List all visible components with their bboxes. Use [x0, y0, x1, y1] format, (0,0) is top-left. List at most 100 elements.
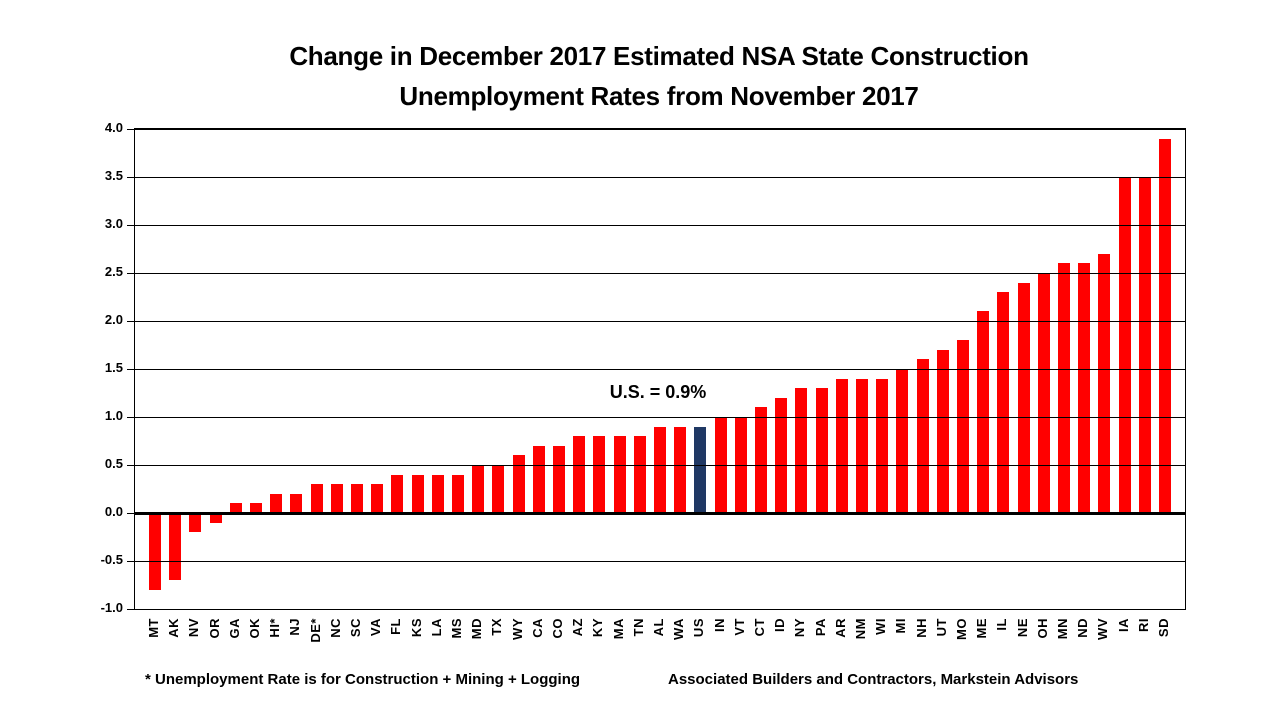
bar-CA — [532, 445, 545, 513]
x-axis-label-AZ: AZ — [570, 618, 586, 637]
x-axis-label-CA: CA — [529, 618, 545, 638]
bar-NV — [189, 513, 202, 533]
x-axis-label-RI: RI — [1135, 618, 1151, 632]
footnote-source-attribution: Associated Builders and Contractors, Mar… — [668, 671, 1079, 688]
x-axis-label-WI: WI — [873, 618, 889, 635]
y-axis-label-2.0: 2.0 — [104, 312, 123, 327]
bar-NM — [856, 378, 868, 513]
footnote-unemployment-definition: * Unemployment Rate is for Construction … — [145, 671, 581, 688]
bar-TN — [633, 436, 646, 513]
x-axis-label-OH: OH — [1034, 618, 1050, 639]
bar-KY — [593, 436, 606, 513]
x-axis-label-MT: MT — [146, 618, 161, 638]
y-axis-tick — [127, 512, 135, 514]
x-axis-label-IL: IL — [994, 618, 1010, 631]
bar-GA — [229, 503, 242, 513]
bar-MT — [149, 513, 161, 590]
bar-UT — [936, 349, 949, 513]
bar-RI — [1138, 177, 1151, 513]
y-axis-label-3.5: 3.5 — [104, 168, 123, 183]
x-axis-label-MI: MI — [893, 618, 909, 634]
x-axis-label-WY: WY — [509, 618, 525, 640]
y-axis-label-1.0: 1.0 — [104, 408, 123, 423]
bar-WY — [512, 455, 525, 513]
x-axis-label-NJ: NJ — [287, 618, 303, 636]
y-axis-tick — [127, 128, 135, 130]
bar-SD — [1159, 138, 1171, 513]
x-axis-label-PA: PA — [812, 618, 828, 637]
y-axis-label-3.0: 3.0 — [104, 216, 123, 231]
bar-WI — [876, 378, 889, 513]
bar-FL — [391, 474, 404, 513]
x-axis-label-VT: VT — [731, 618, 747, 636]
y-axis-label-1.5: 1.5 — [104, 360, 123, 375]
x-axis-label-UT: UT — [933, 618, 949, 637]
x-axis-label-NE: NE — [1014, 618, 1030, 638]
bar-MN — [1058, 263, 1070, 513]
gridline — [135, 608, 1185, 610]
x-axis-label-HI: HI* — [267, 618, 283, 638]
bar-WV — [1098, 253, 1111, 513]
y-axis-tick — [127, 368, 135, 370]
bar-OH — [1037, 273, 1050, 513]
bar-AR — [835, 378, 848, 513]
bar-OK — [250, 503, 262, 513]
y-axis-tick — [127, 224, 135, 226]
y-axis-tick — [127, 416, 135, 418]
x-axis-label-MS: MS — [449, 618, 464, 639]
y-axis-label-0.5: 0.5 — [104, 456, 123, 471]
x-axis-label-DE: DE* — [307, 618, 323, 643]
bar-MD — [472, 465, 485, 513]
x-axis-label-MO: MO — [954, 618, 969, 640]
bar-AK — [169, 513, 182, 581]
y-axis-label--1.0: -1.0 — [100, 600, 123, 615]
x-axis-label-GA: GA — [226, 618, 242, 639]
gridline — [135, 464, 1185, 466]
x-axis-label-MD: MD — [469, 618, 485, 640]
x-axis-label-SC: SC — [348, 618, 363, 638]
bar-MA — [613, 436, 626, 513]
x-axis-label-OR: OR — [206, 618, 222, 639]
bar-IL — [997, 292, 1010, 513]
gridline — [135, 320, 1185, 322]
gridline — [135, 272, 1185, 274]
bar-ME — [977, 311, 990, 513]
bar-CT — [755, 407, 767, 513]
bar-OR — [209, 513, 222, 523]
bar-DE — [310, 484, 323, 513]
gridline — [135, 416, 1185, 418]
bar-NH — [916, 359, 929, 513]
x-axis-label-IA: IA — [1115, 618, 1131, 632]
bar-TX — [492, 465, 505, 513]
y-axis-tick — [127, 608, 135, 610]
x-axis-label-MN: MN — [1055, 618, 1070, 640]
bar-VA — [371, 484, 384, 513]
y-axis-label-0.0: 0.0 — [104, 504, 123, 519]
bar-ID — [775, 397, 788, 513]
x-axis-label-ME: ME — [974, 618, 990, 639]
x-axis-label-NM: NM — [853, 618, 868, 640]
bar-IA — [1118, 177, 1131, 513]
x-axis-label-LA: LA — [428, 618, 444, 637]
bar-NY — [795, 388, 808, 513]
bar-MI — [896, 369, 909, 513]
x-axis-label-CO: CO — [550, 618, 565, 639]
gridline — [135, 560, 1185, 562]
bar-CO — [553, 445, 565, 513]
x-axis-label-ND: ND — [1075, 618, 1091, 638]
y-axis-tick — [127, 320, 135, 322]
chart-title-line2: Unemployment Rates from November 2017 — [399, 81, 919, 111]
bar-SC — [351, 484, 363, 513]
gridline — [135, 368, 1185, 370]
bar-US — [694, 426, 707, 513]
x-axis-label-WA: WA — [671, 618, 687, 640]
us-value-annotation: U.S. = 0.9% — [609, 382, 707, 402]
bar-ND — [1078, 263, 1091, 513]
x-axis-label-TN: TN — [630, 618, 646, 637]
x-axis-label-AL: AL — [651, 618, 666, 637]
bar-NJ — [290, 493, 303, 513]
x-axis-label-IN: IN — [711, 618, 727, 632]
x-axis-label-AR: AR — [832, 618, 848, 638]
x-axis-label-KY: KY — [590, 618, 606, 638]
